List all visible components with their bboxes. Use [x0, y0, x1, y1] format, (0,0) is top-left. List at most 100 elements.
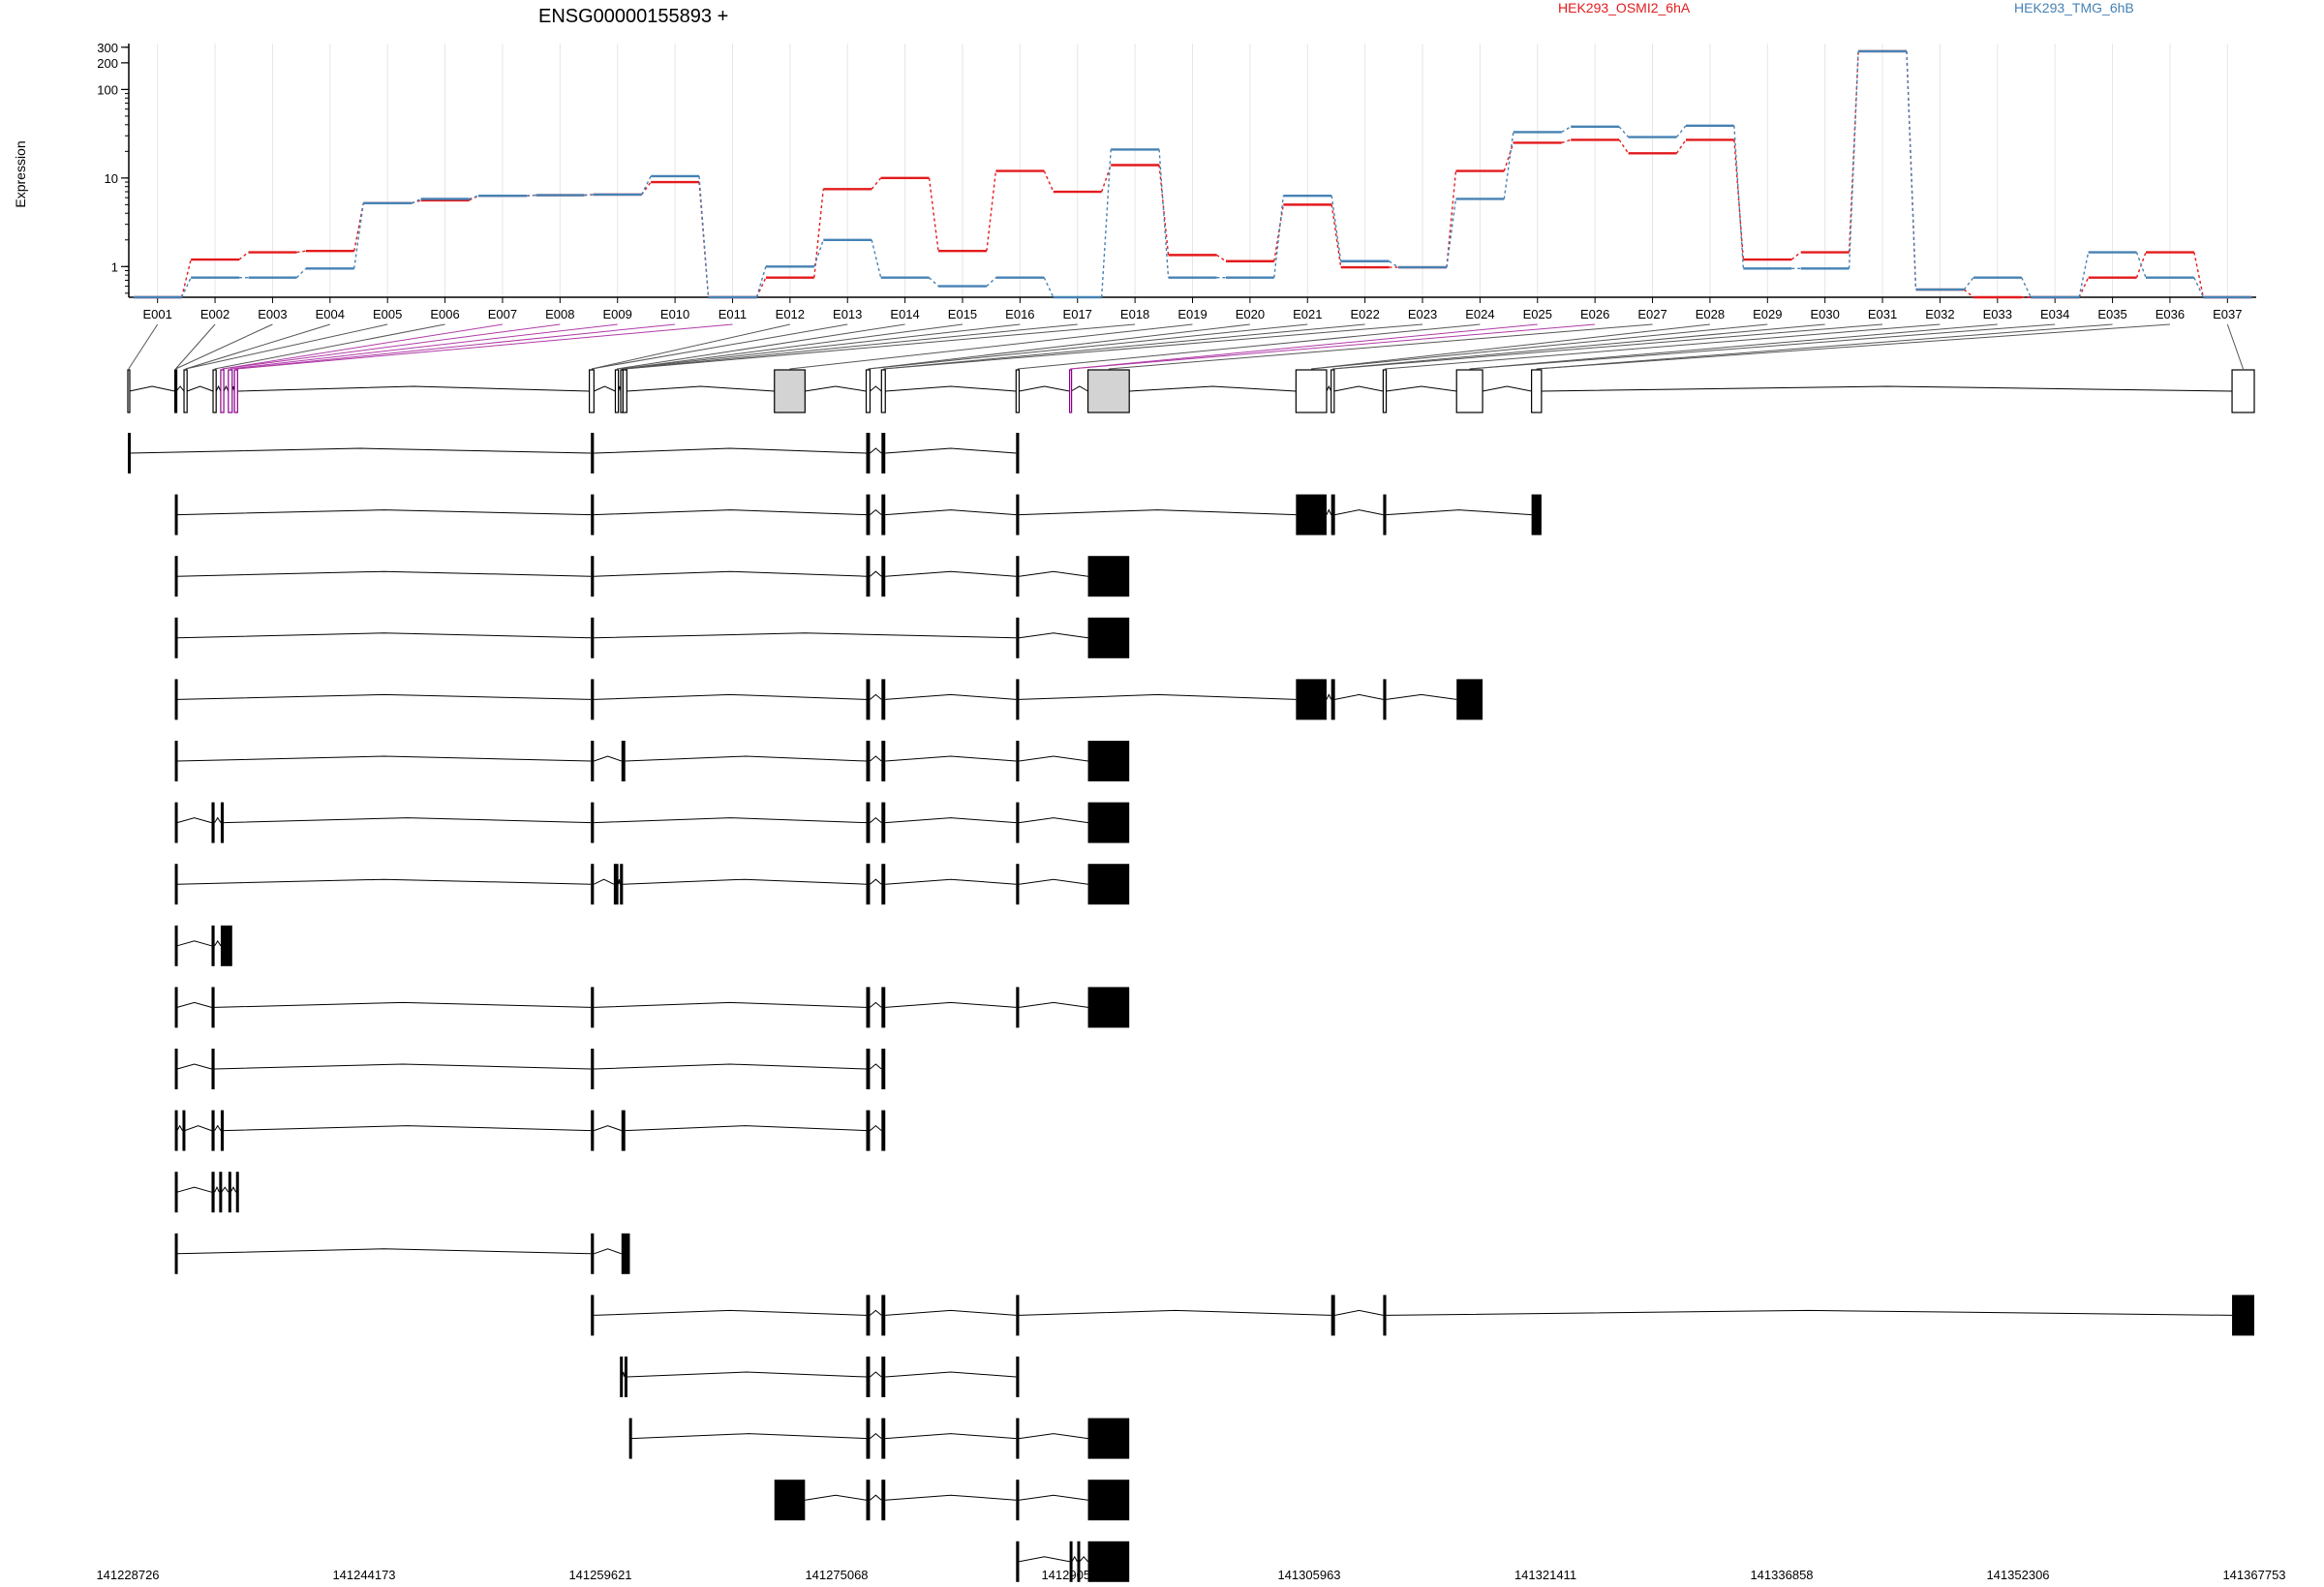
transcript-exon — [591, 679, 595, 720]
transcript-exon — [211, 1110, 215, 1151]
transcript-exon — [881, 1110, 886, 1151]
gene-model-intron — [627, 385, 775, 392]
series-connector — [1675, 125, 1687, 138]
transcript-exon — [591, 987, 595, 1028]
series-connector — [1330, 204, 1342, 268]
transcript-intron — [870, 570, 882, 577]
transcript-exon — [866, 741, 871, 781]
transcript-exon — [866, 433, 871, 473]
transcript-exon — [881, 556, 886, 597]
y-axis-label: Expression — [13, 140, 28, 207]
transcript-2 — [174, 494, 1542, 535]
series-connector — [755, 266, 767, 298]
transcript-exon — [881, 1418, 886, 1459]
transcript-exon — [174, 679, 178, 720]
transcript-exon — [1016, 802, 1020, 843]
transcript-exon — [866, 494, 871, 535]
series-connector — [1963, 289, 1974, 298]
transcript-intron — [870, 508, 882, 515]
x-tick-labels: E001 E002 E003 E004 E005 E006 E007 E008 E009 E010… — [143, 307, 2243, 321]
exon-connector — [883, 323, 1365, 370]
transcript-exon — [220, 925, 232, 966]
transcript-exon — [1087, 1541, 1130, 1582]
exon-connector — [235, 323, 676, 370]
transcript-intron — [224, 1125, 592, 1132]
transcript-intron — [885, 1309, 1017, 1316]
series-connector — [2193, 277, 2205, 298]
transcript-exon — [866, 864, 871, 905]
y-tick-label: 10 — [105, 171, 118, 186]
x-tick-label: E019 — [1177, 307, 1207, 321]
gene-model-exon — [1295, 369, 1328, 413]
transcript-exon — [220, 1110, 225, 1151]
transcript-exon — [866, 1418, 871, 1459]
transcript-exon — [174, 617, 178, 658]
transcript-intron — [870, 693, 882, 700]
transcript-intron — [1071, 1555, 1078, 1563]
transcript-exon — [220, 802, 225, 843]
transcript-exon — [628, 1418, 632, 1459]
transcript-intron — [885, 1494, 1017, 1501]
exon-connector — [883, 323, 1423, 370]
transcript-exon — [174, 741, 178, 781]
x-tick-label: E010 — [660, 307, 689, 321]
x-tick-label: E016 — [1005, 307, 1034, 321]
transcript-intron — [870, 816, 882, 823]
exon-connector — [128, 323, 159, 370]
genome-coordinate-axis: 141228726 141244173 141259621 141275068 1412… — [96, 1568, 2285, 1582]
exon-connector — [868, 323, 1250, 370]
exon-connector — [175, 323, 273, 370]
transcript-exon — [1087, 741, 1130, 781]
transcript-intron — [885, 1371, 1017, 1378]
exon-connector — [625, 323, 1136, 370]
transcript-exon — [174, 864, 178, 905]
transcript-intron — [870, 878, 882, 885]
x-tick-label: E013 — [833, 307, 862, 321]
transcript-intron — [885, 447, 1017, 454]
exon-connector — [868, 323, 1308, 370]
transcript-intron — [631, 1433, 867, 1440]
transcript-exon — [1016, 1418, 1020, 1459]
x-tick-label: E032 — [1925, 307, 1954, 321]
transcript-tracks — [128, 433, 2254, 1582]
gene-model-exon — [880, 369, 886, 413]
exon-connector — [1311, 323, 1710, 370]
transcript-intron — [870, 1063, 882, 1070]
transcript-exon — [866, 1110, 871, 1151]
series-connector — [411, 198, 421, 204]
genome-tick-label: 141321411 — [1514, 1568, 1576, 1582]
exon-connector — [1070, 323, 1538, 370]
series-connector — [353, 202, 364, 252]
exon-connector — [1384, 323, 1941, 370]
transcript-exon — [591, 802, 595, 843]
transcript-intron — [870, 1432, 882, 1439]
transcript-exon — [621, 741, 626, 781]
transcript-exon — [866, 987, 871, 1028]
series-connector — [1216, 254, 1227, 262]
transcript-intron — [1019, 632, 1088, 639]
transcript-exon — [1087, 617, 1130, 658]
transcript-exon — [866, 802, 871, 843]
transcript-intron — [885, 878, 1017, 885]
transcript-exon — [1016, 1541, 1020, 1582]
gene-model-exon — [1531, 369, 1543, 413]
transcript-exon — [866, 556, 871, 597]
gene-model-exon — [127, 369, 131, 413]
genome-tick-label: 141228726 — [96, 1568, 159, 1582]
transcript-exon — [174, 1110, 178, 1151]
transcript-exon — [1077, 1541, 1081, 1582]
exon-connector — [1536, 323, 2170, 370]
series-connector — [929, 277, 939, 288]
transcript-11 — [174, 1049, 886, 1089]
exon-connector — [1332, 323, 1825, 370]
transcript-exon — [866, 1480, 871, 1521]
transcript-exon — [591, 494, 595, 535]
x-tick-label: E006 — [430, 307, 459, 321]
transcript-intron — [176, 1186, 212, 1193]
x-tick-label: E007 — [488, 307, 517, 321]
gene-model-intron — [129, 385, 175, 392]
transcript-18 — [774, 1480, 1130, 1521]
transcript-intron — [805, 1494, 867, 1501]
gene-model-exon — [1015, 369, 1021, 413]
